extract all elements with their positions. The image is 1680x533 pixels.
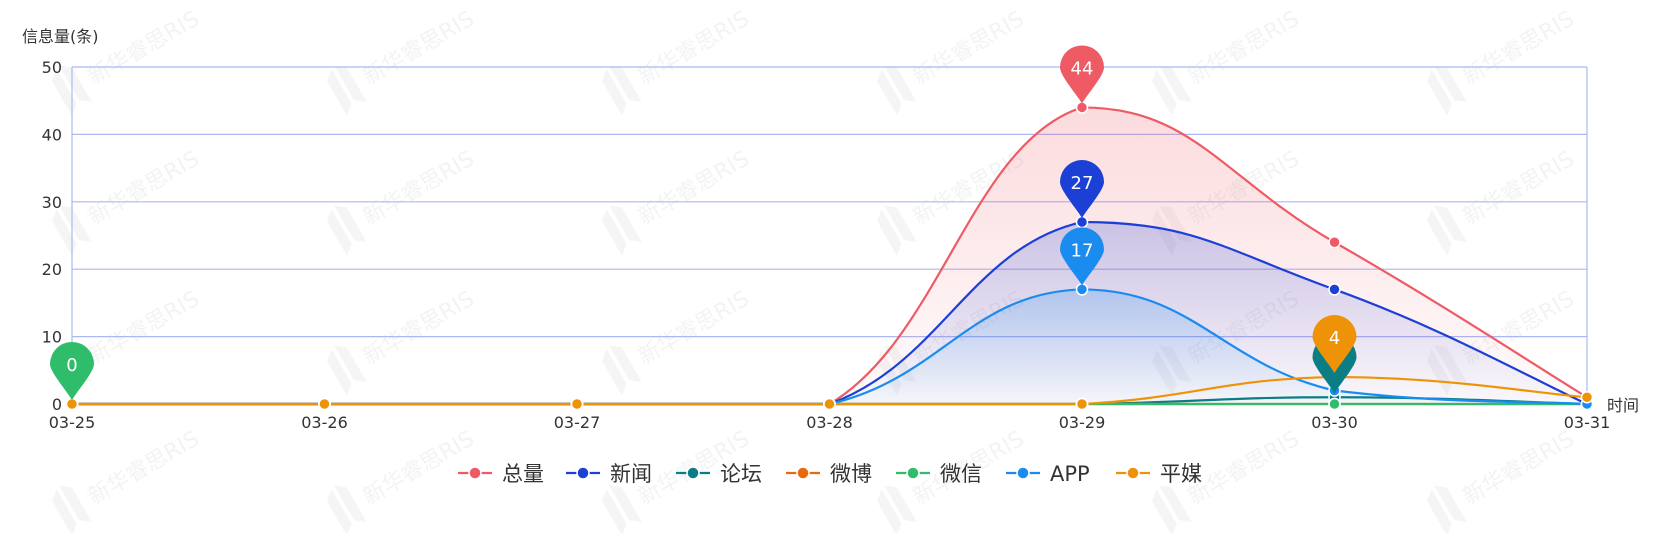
legend-item[interactable]: 微信 [896,462,982,486]
marker-pin-shape [1060,227,1104,286]
legend-label: 微信 [940,462,982,486]
legend-marker [468,466,482,480]
marker-pin: 17 [1060,227,1104,286]
marker-label: 0 [66,355,77,376]
legend-marker [906,466,920,480]
legend-label: 总量 [502,462,544,486]
marker-pin-shape [50,342,94,400]
watermark-text: 新华睿思RIS [359,7,479,91]
watermark-text: 新华睿思RIS [84,7,204,91]
watermark: 新华睿思RIS [327,7,479,116]
marker-pin-shape [1312,315,1357,374]
marker-pin-shape [1060,45,1104,104]
legend-label: 微博 [830,462,872,486]
watermark: 新华睿思RIS [602,287,754,396]
legend-item[interactable]: 总量 [458,462,544,486]
watermark-text: 新华睿思RIS [1459,147,1579,231]
x-tick-label: 03-28 [806,413,853,432]
data-point[interactable] [1328,235,1341,249]
watermark-text: 新华睿思RIS [359,287,479,371]
marker-label: 4 [1329,328,1340,349]
marker-label: 17 [1071,240,1094,261]
legend-item[interactable]: 新闻 [566,462,652,486]
legend-label: APP [1050,462,1090,486]
watermark: 新华睿思RIS [1427,427,1579,533]
data-points [65,101,1594,411]
marker-pin: 4 [1312,315,1357,374]
watermark-text: 新华睿思RIS [634,7,754,91]
legend-item[interactable]: 平媒 [1116,462,1202,486]
watermark: 新华睿思RIS [877,7,1029,116]
y-tick-label: 10 [42,328,62,347]
watermark: 新华睿思RIS [52,147,204,256]
data-point[interactable] [1075,283,1089,296]
watermark: 新华睿思RIS [327,287,479,396]
y-tick-label: 40 [42,125,62,144]
legend-marker [1016,466,1030,480]
legend-label: 论坛 [720,462,762,486]
watermark-text: 新华睿思RIS [909,7,1029,91]
legend: 总量 新闻 论坛 微博 微信 APP 平媒 [458,462,1202,486]
x-axis-title: 时间 [1607,396,1639,415]
legend-marker [686,466,700,480]
watermark-text: 新华睿思RIS [1459,427,1579,511]
x-tick-label: 03-30 [1311,413,1358,432]
data-point[interactable] [65,397,79,411]
marker-pin: 0 [50,342,94,400]
y-tick-label: 0 [52,395,62,414]
watermark-text: 新华睿思RIS [634,287,754,371]
watermark: 新华睿思RIS [1152,7,1304,116]
area-APP [72,289,1587,404]
data-point[interactable] [1328,283,1341,296]
x-tick-label: 03-31 [1564,413,1611,432]
legend-marker [1126,466,1140,480]
y-tick-label: 20 [42,260,62,279]
marker-pins: 0 44 27 17 4 [50,45,1357,400]
data-point[interactable] [1075,101,1089,114]
data-point[interactable] [1075,215,1089,229]
watermark-text: 新华睿思RIS [1184,7,1304,91]
marker-label: 44 [1071,58,1094,79]
marker-pin: 44 [1060,45,1104,104]
legend-item[interactable]: APP [1006,462,1090,486]
marker-pin-shape [1060,160,1104,219]
watermark-text: 新华睿思RIS [84,287,204,371]
watermark-text: 新华睿思RIS [84,427,204,511]
watermark: 新华睿思RIS [1427,7,1579,116]
y-tick-label: 50 [42,58,62,77]
watermark: 新华睿思RIS [602,7,754,116]
watermark-text: 新华睿思RIS [84,147,204,231]
legend-item[interactable]: 微博 [786,462,872,486]
legend-marker [796,466,810,480]
legend-marker [576,466,590,480]
data-point[interactable] [318,397,331,411]
x-tick-label: 03-27 [554,413,601,432]
marker-pin: 27 [1060,160,1104,219]
watermark: 新华睿思RIS [327,147,479,256]
watermark-layer: 新华睿思RIS 新华睿思RIS 新华睿思RIS 新华睿思RIS 新华睿思RIS 新华睿思R… [52,7,1579,533]
watermark-text: 新华睿思RIS [1459,7,1579,91]
data-point[interactable] [1580,391,1594,404]
watermark: 新华睿思RIS [602,147,754,256]
legend-label: 平媒 [1160,462,1202,486]
data-point[interactable] [1328,397,1341,411]
watermark-text: 新华睿思RIS [359,147,479,231]
watermark-text: 新华睿思RIS [359,427,479,511]
data-point[interactable] [823,397,836,411]
x-tick-label: 03-26 [301,413,348,432]
legend-item[interactable]: 论坛 [676,462,762,486]
watermark: 新华睿思RIS [52,7,204,116]
x-tick-label: 03-25 [49,413,96,432]
x-tick-label: 03-29 [1059,413,1106,432]
y-tick-label: 30 [42,193,62,212]
legend-label: 新闻 [610,462,652,486]
marker-label: 27 [1071,173,1094,194]
watermark: 新华睿思RIS [1427,147,1579,256]
watermark-text: 新华睿思RIS [634,147,754,231]
data-point[interactable] [1075,397,1089,411]
y-axis-title: 信息量(条) [22,27,99,46]
data-point[interactable] [570,397,584,411]
